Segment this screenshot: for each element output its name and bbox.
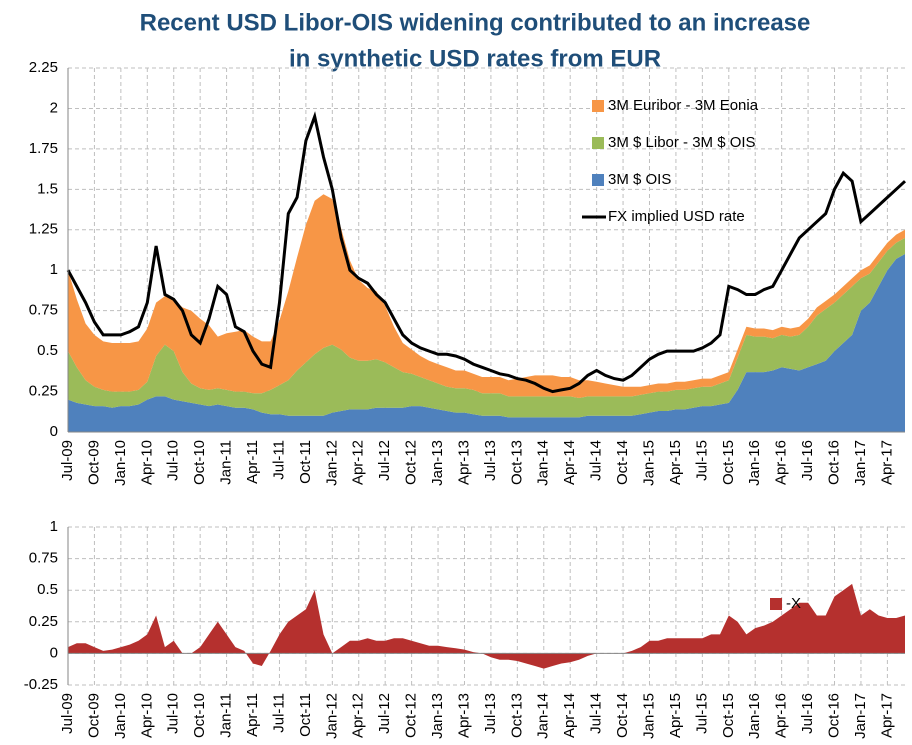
y-tick-label: -0.25 [24, 676, 58, 693]
x-tick-label: Jul-10 [165, 440, 182, 481]
x-tick-label: Jul-16 [799, 693, 816, 734]
x-tick-label: Jan-10 [112, 693, 129, 739]
x-tick-label: Oct-16 [825, 440, 842, 485]
x-tick-label: Oct-15 [720, 693, 737, 738]
x-tick-label: Jul-16 [799, 440, 816, 481]
x-tick-label: Jan-13 [429, 693, 446, 739]
x-tick-label: Oct-11 [297, 693, 314, 737]
x-tick-label: Jan-11 [218, 440, 235, 485]
x-tick-label: Jan-14 [535, 693, 552, 739]
x-tick-label: Oct-12 [403, 440, 420, 485]
x-tick-label: Jan-12 [323, 440, 340, 486]
x-tick-label: Apr-10 [138, 693, 155, 738]
x-tick-label: Apr-14 [561, 693, 578, 738]
y-tick-label: 0.75 [29, 550, 58, 567]
x-tick-label: Apr-16 [773, 440, 790, 485]
x-tick-label: Oct-09 [85, 440, 102, 485]
x-tick-label: Apr-17 [878, 693, 895, 738]
area [68, 583, 905, 669]
x-tick-label: Jul-13 [482, 440, 499, 481]
y-tick-label: 0 [50, 423, 58, 440]
x-tick-label: Apr-11 [244, 693, 261, 737]
x-tick-label: Jan-13 [429, 440, 446, 486]
x-tick-label: Oct-14 [614, 693, 631, 738]
x-tick-label: Jul-12 [376, 693, 393, 734]
x-tick-label: Jul-11 [270, 693, 287, 733]
y-tick-label: 1.25 [29, 221, 58, 238]
x-tick-label: Apr-13 [455, 693, 472, 738]
x-tick-label: Apr-12 [350, 440, 367, 485]
x-tick-label: Jul-10 [165, 693, 182, 734]
legend-label: 3M Euribor - 3M Eonia [608, 97, 759, 114]
x-tick-label: Jan-11 [218, 693, 235, 738]
x-tick-label: Oct-14 [614, 440, 631, 485]
chart-title: Recent USD Libor-OIS widening contribute… [140, 9, 811, 36]
x-tick-label: Jan-12 [323, 693, 340, 739]
x-tick-label: Jan-16 [746, 693, 763, 739]
y-tick-label: 0 [50, 644, 58, 661]
legend-label: -X [786, 595, 801, 612]
x-tick-label: Oct-10 [191, 440, 208, 485]
area [68, 194, 905, 398]
x-tick-label: Jul-15 [693, 693, 710, 734]
x-tick-label: Apr-15 [667, 693, 684, 738]
x-tick-label: Jul-09 [59, 440, 76, 481]
y-tick-label: 1 [50, 518, 58, 535]
x-tick-label: Apr-15 [667, 440, 684, 485]
x-tick-label: Oct-16 [825, 693, 842, 738]
x-tick-label: Oct-13 [508, 440, 525, 485]
legend-swatch [770, 598, 782, 610]
x-tick-label: Jul-11 [270, 440, 287, 480]
x-tick-label: Oct-15 [720, 440, 737, 485]
x-tick-label: Jul-14 [588, 440, 605, 481]
x-tick-label: Oct-10 [191, 693, 208, 738]
x-tick-label: Jan-15 [640, 440, 657, 486]
legend-swatch [592, 174, 604, 186]
y-tick-label: 2.25 [29, 59, 58, 76]
x-tick-label: Jul-13 [482, 693, 499, 734]
x-tick-label: Apr-13 [455, 440, 472, 485]
x-tick-label: Jan-10 [112, 440, 129, 486]
y-tick-label: 0.75 [29, 302, 58, 319]
x-tick-label: Jan-16 [746, 440, 763, 486]
y-tick-label: 0.25 [29, 383, 58, 400]
y-tick-label: 1.75 [29, 140, 58, 157]
legend-label: 3M $ OIS [608, 171, 671, 188]
x-tick-label: Jan-17 [852, 440, 869, 486]
area [68, 254, 905, 432]
y-tick-label: 0.5 [37, 342, 58, 359]
y-tick-label: 0.25 [29, 613, 58, 630]
x-tick-label: Jul-15 [693, 440, 710, 481]
y-tick-label: 1 [50, 261, 58, 278]
line [66, 111, 907, 394]
x-tick-label: Oct-13 [508, 693, 525, 738]
legend-label: 3M $ Libor - 3M $ OIS [608, 134, 756, 151]
y-tick-label: 1.5 [37, 180, 58, 197]
x-tick-label: Apr-11 [244, 440, 261, 484]
x-tick-label: Apr-14 [561, 440, 578, 485]
x-tick-label: Oct-11 [297, 440, 314, 484]
legend-swatch [592, 137, 604, 149]
legend-swatch [592, 100, 604, 112]
x-tick-label: Apr-17 [878, 440, 895, 485]
x-tick-label: Jan-17 [852, 693, 869, 739]
x-tick-label: Apr-16 [773, 693, 790, 738]
y-tick-label: 0.5 [37, 581, 58, 598]
x-tick-label: Oct-09 [85, 693, 102, 738]
x-tick-label: Jul-14 [588, 693, 605, 734]
legend-label: FX implied USD rate [608, 208, 745, 225]
x-tick-label: Apr-10 [138, 440, 155, 485]
x-tick-label: Apr-12 [350, 693, 367, 738]
x-tick-label: Jan-15 [640, 693, 657, 739]
y-tick-label: 2 [50, 99, 58, 116]
x-tick-label: Jan-14 [535, 440, 552, 486]
x-tick-label: Jul-12 [376, 440, 393, 481]
x-tick-label: Oct-12 [403, 693, 420, 738]
x-tick-label: Jul-09 [59, 693, 76, 734]
